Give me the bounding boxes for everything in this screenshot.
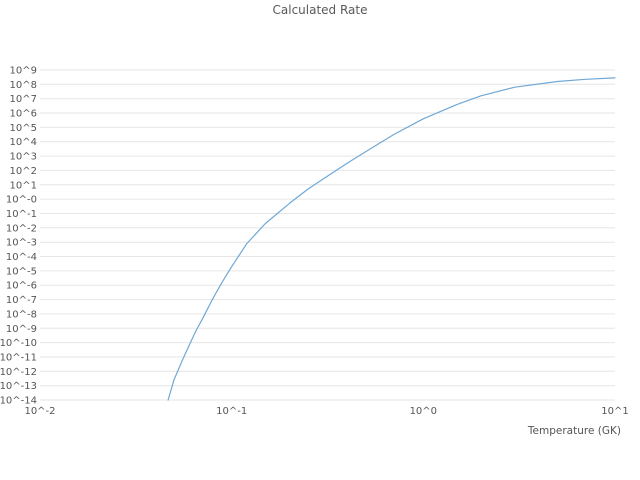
y-tick-label: 10^-6 [6,281,37,292]
y-tick-label: 10^2 [10,166,37,177]
rate-curve [167,77,616,401]
x-tick-label: 10^1 [601,406,628,417]
y-tick-label: 10^-12 [0,367,37,378]
y-tick-label: 10^7 [10,94,37,105]
y-tick-label: 10^-3 [6,238,37,249]
y-tick-label: 10^6 [10,109,37,120]
y-tick-label: 10^4 [10,137,37,148]
y-tick-label: 10^1 [10,180,37,191]
y-tick-label: 10^-7 [6,295,37,306]
y-tick-label: 10^-0 [6,195,37,206]
x-tick-label: 10^0 [410,406,437,417]
y-tick-label: 10^3 [10,152,37,163]
x-tick-label: 10^-2 [24,406,55,417]
y-tick-label: 10^-8 [6,309,37,320]
y-tick-label: 10^-4 [6,252,37,263]
y-tick-label: 10^9 [10,66,37,77]
y-tick-label: 10^-11 [0,353,37,364]
y-tick-label: 10^-2 [6,223,37,234]
y-tick-label: 10^-13 [0,381,37,392]
y-tick-label: 10^5 [10,123,37,134]
x-tick-label: 10^-1 [216,406,247,417]
chart-title: Calculated Rate [272,3,368,17]
y-tick-label: 10^8 [10,80,37,91]
x-axis-label: Temperature (GK) [527,425,621,437]
y-tick-label: 10^-14 [0,396,37,407]
y-tick-label: 10^-1 [6,209,37,220]
y-tick-label: 10^-10 [0,338,37,349]
y-tick-label: 10^-9 [6,324,37,335]
y-tick-label: 10^-5 [6,266,37,277]
